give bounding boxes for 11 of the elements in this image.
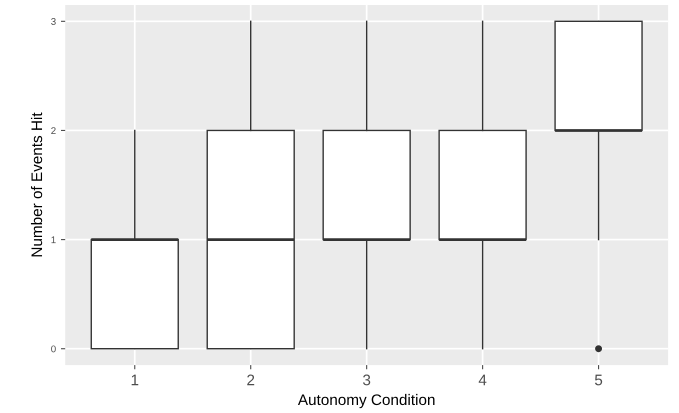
y-tick-label: 0 — [51, 345, 56, 352]
x-tick-label: 1 — [132, 374, 138, 386]
y-tick-label: 2 — [51, 127, 56, 134]
y-axis-title: Number of Events Hit — [30, 112, 42, 256]
x-tick-label: 2 — [247, 374, 254, 386]
x-tick-label: 3 — [362, 374, 370, 386]
y-tick-label: 1 — [51, 236, 56, 244]
y-tick-label: 3 — [51, 18, 56, 25]
x-tick-label: 4 — [478, 374, 486, 386]
x-axis-title: Autonomy Condition — [298, 394, 434, 408]
x-tick-label: 5 — [594, 374, 602, 386]
